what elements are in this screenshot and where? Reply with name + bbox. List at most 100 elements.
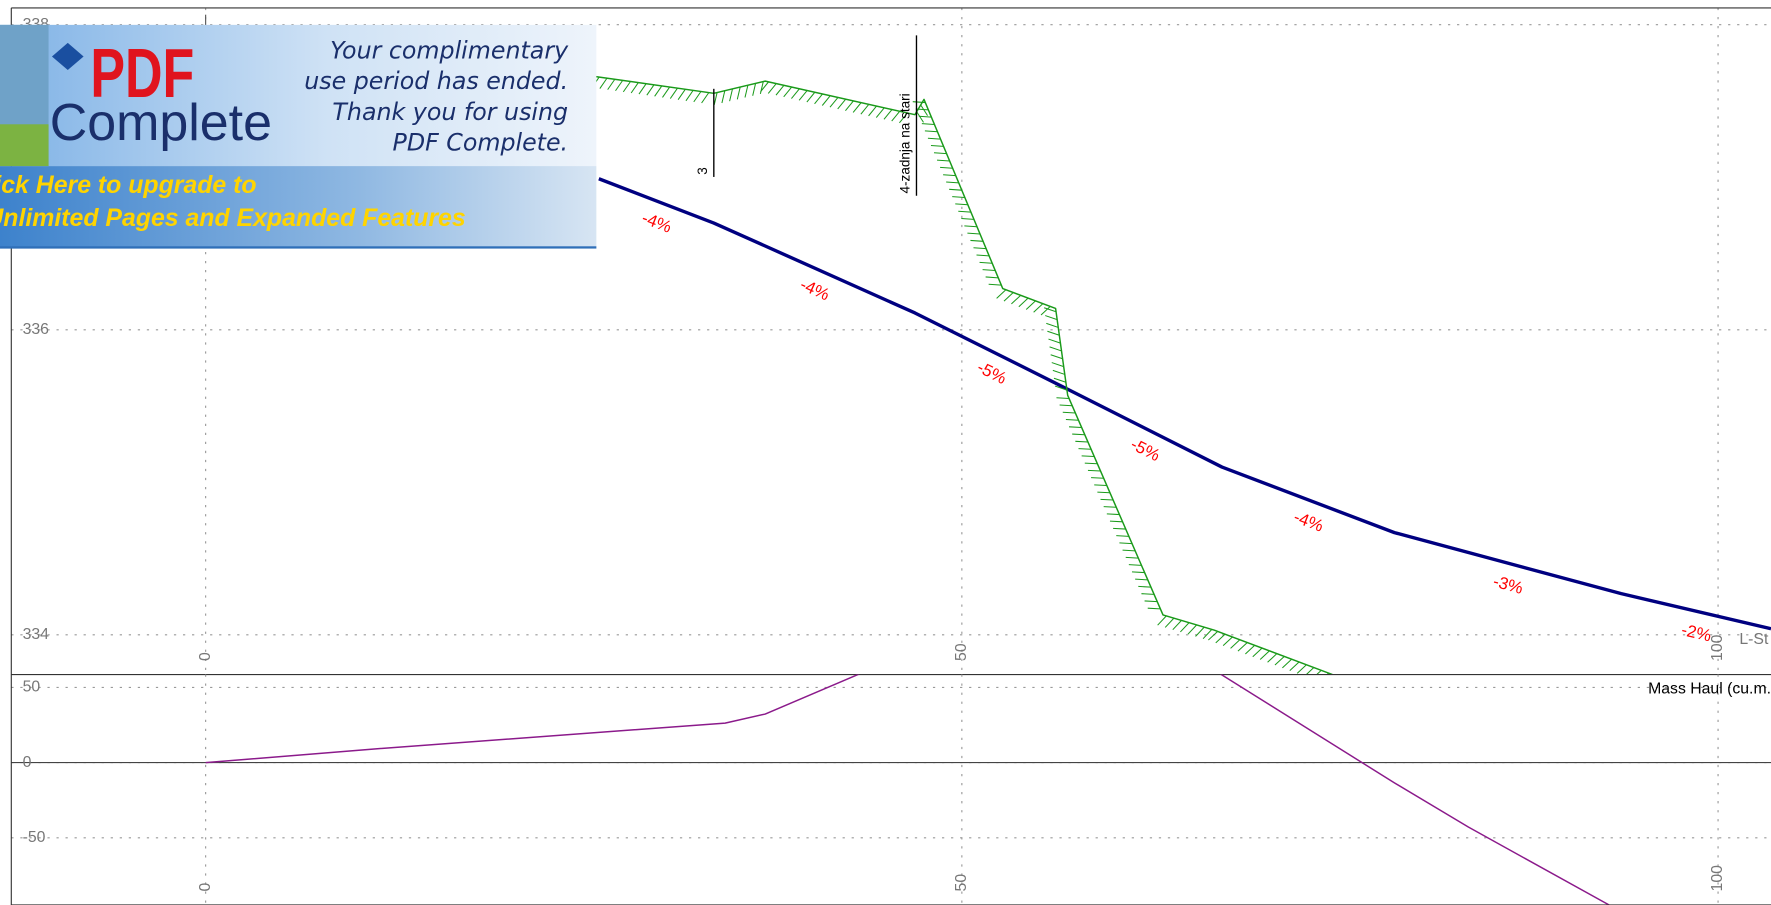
hatch bbox=[1078, 448, 1092, 450]
hatch bbox=[916, 111, 924, 123]
hatch bbox=[1305, 667, 1315, 675]
hatch bbox=[798, 90, 808, 101]
hatch bbox=[996, 289, 1007, 299]
hatch bbox=[1138, 585, 1151, 588]
marker-label: 4-zadnja na stari bbox=[898, 93, 913, 193]
hatch bbox=[1230, 639, 1241, 649]
hatch bbox=[1069, 426, 1082, 429]
hatch bbox=[988, 283, 1002, 286]
hatch bbox=[713, 92, 718, 105]
y-tick-label: 50 bbox=[23, 679, 41, 696]
hatch bbox=[1296, 664, 1307, 674]
watermark-logo: PDF bbox=[90, 34, 194, 112]
hatch bbox=[927, 137, 941, 140]
hatch bbox=[1208, 631, 1218, 641]
hatch bbox=[1018, 297, 1029, 308]
hatch bbox=[1157, 615, 1167, 626]
watermark-product: Complete bbox=[50, 94, 272, 152]
hatch bbox=[1054, 385, 1068, 391]
x-axis-title: L-St bbox=[1739, 631, 1769, 648]
watermark-message: PDF Complete. bbox=[393, 128, 569, 156]
hatch bbox=[759, 81, 764, 95]
hatch bbox=[721, 90, 726, 104]
hatch bbox=[1119, 542, 1133, 545]
hatch bbox=[1202, 629, 1213, 640]
hatch bbox=[967, 232, 981, 235]
hatch bbox=[1135, 578, 1148, 581]
watermark-grass bbox=[0, 124, 49, 167]
hatch bbox=[952, 196, 965, 199]
hatch bbox=[1179, 622, 1190, 633]
hatch bbox=[1059, 404, 1073, 407]
hatch bbox=[1267, 653, 1278, 663]
grade-label: -5% bbox=[1128, 435, 1163, 466]
hatch bbox=[891, 110, 901, 122]
hatch bbox=[961, 218, 974, 220]
hatch bbox=[829, 97, 839, 108]
hatch bbox=[752, 83, 757, 96]
hatch bbox=[1047, 330, 1060, 336]
hatch bbox=[622, 81, 631, 93]
hatch bbox=[1122, 549, 1136, 552]
hatch bbox=[1128, 564, 1142, 566]
hatch bbox=[933, 152, 947, 155]
hatch bbox=[949, 188, 962, 191]
hatch bbox=[599, 77, 608, 89]
hatch bbox=[677, 88, 686, 100]
watermark-icon bbox=[51, 42, 84, 71]
hatch bbox=[845, 100, 854, 112]
y-tick-label: 0 bbox=[23, 754, 32, 771]
hatch bbox=[685, 90, 694, 102]
hatch bbox=[1091, 477, 1104, 479]
hatch bbox=[970, 239, 984, 242]
hatch bbox=[915, 108, 929, 111]
hatch bbox=[1097, 491, 1111, 494]
hatch bbox=[868, 105, 877, 117]
hatch bbox=[1274, 656, 1285, 666]
hatch bbox=[1033, 303, 1044, 313]
hatch bbox=[920, 104, 928, 116]
y-tick-label: 334 bbox=[23, 626, 50, 643]
hatch bbox=[1049, 346, 1062, 352]
grade-label: -4% bbox=[639, 208, 674, 237]
hatch bbox=[1072, 433, 1085, 436]
hatch bbox=[1056, 397, 1070, 399]
hatch bbox=[924, 130, 938, 133]
hatch bbox=[930, 144, 944, 147]
hatch bbox=[921, 123, 935, 125]
hatch bbox=[630, 82, 639, 94]
grade-label: -4% bbox=[797, 275, 832, 305]
hatch bbox=[982, 269, 996, 272]
x-tick-label: 0 bbox=[197, 882, 214, 891]
hatch bbox=[1094, 484, 1107, 487]
hatch bbox=[1081, 455, 1095, 458]
hatch bbox=[1282, 658, 1292, 669]
grade-label: -3% bbox=[1491, 572, 1525, 598]
hatch bbox=[1315, 669, 1322, 675]
hatch bbox=[979, 261, 993, 264]
hatch bbox=[976, 254, 990, 257]
hatch bbox=[899, 112, 908, 124]
plot-area bbox=[11, 674, 1771, 905]
hatch bbox=[1087, 469, 1101, 472]
hatch bbox=[1222, 636, 1233, 646]
hatch bbox=[1048, 338, 1061, 344]
hatch bbox=[767, 83, 777, 94]
hatch bbox=[646, 84, 655, 96]
upgrade-link[interactable]: Click Here to upgrade to bbox=[0, 172, 257, 199]
hatch bbox=[958, 210, 971, 213]
series-line bbox=[595, 75, 1333, 675]
hatch bbox=[1011, 294, 1022, 305]
hatch bbox=[1045, 315, 1058, 321]
watermark[interactable]: PDF Complete Your complimentary use peri… bbox=[0, 24, 597, 249]
hatch bbox=[860, 104, 870, 115]
series-line bbox=[205, 674, 1610, 905]
hatch bbox=[985, 276, 999, 279]
upgrade-link[interactable]: Unlimited Pages and Expanded Features bbox=[0, 205, 466, 232]
hatch bbox=[744, 85, 749, 98]
hatch bbox=[964, 225, 977, 228]
x-tick-label: 0 bbox=[197, 652, 214, 661]
hatch bbox=[791, 88, 800, 99]
y-tick-label: 336 bbox=[23, 321, 50, 338]
hatch bbox=[1215, 633, 1226, 644]
